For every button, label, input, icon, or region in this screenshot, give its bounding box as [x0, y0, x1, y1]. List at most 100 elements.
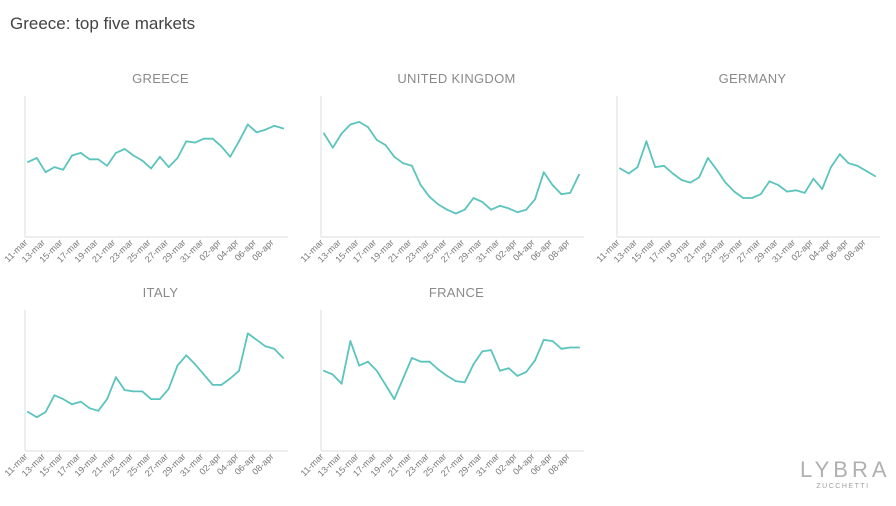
data-point [375, 139, 378, 141]
data-point [578, 173, 580, 176]
chart-svg: GERMANY11-mar13-mar15-mar17-mar19-mar21-… [595, 71, 880, 265]
series-line [27, 332, 284, 419]
data-point [751, 197, 753, 199]
data-point [159, 398, 161, 400]
data-point [419, 360, 422, 363]
data-point [194, 363, 197, 366]
data-point [176, 364, 179, 367]
data-point [44, 411, 47, 413]
data-point [115, 376, 117, 379]
data-point [654, 166, 657, 168]
data-point [534, 359, 536, 362]
data-point [123, 148, 126, 150]
data-point [53, 394, 56, 397]
data-point [167, 387, 170, 390]
data-point [402, 377, 404, 380]
chart-italy: ITALY 11-mar 13-mar 15-mar 17-mar 19-mar 21-ma… [0, 276, 300, 501]
data-point [331, 373, 334, 376]
data-point [847, 162, 850, 165]
data-point [340, 382, 343, 385]
data-point [663, 164, 665, 167]
chart-svg: GREECE11-mar13-mar15-mar17-mar19-mar21-m… [3, 71, 288, 265]
data-point [411, 164, 413, 167]
data-point [97, 409, 100, 412]
data-point [150, 398, 153, 400]
data-point [437, 203, 440, 206]
data-point [812, 177, 815, 180]
data-point [759, 193, 762, 196]
data-point [645, 140, 648, 143]
data-point [106, 398, 108, 400]
data-point [246, 332, 249, 335]
chart-united-kingdom: UNITED KINGDOM 11-mar 13-mar 15-mar 17-mar 19… [296, 62, 596, 287]
chart-svg: ITALY11-mar13-mar15-mar17-mar19-mar21-ma… [3, 285, 288, 479]
data-point [516, 375, 519, 377]
chart-svg: FRANCE11-mar13-mar15-mar17-mar19-mar21-m… [299, 285, 584, 479]
data-point [680, 179, 683, 181]
data-point [358, 121, 361, 123]
series-line [619, 140, 876, 199]
data-point [132, 154, 135, 157]
data-point [323, 132, 325, 135]
data-point [551, 184, 554, 186]
data-point [367, 360, 369, 363]
data-point [79, 152, 82, 154]
data-point [472, 363, 475, 366]
data-point [62, 398, 65, 400]
data-point [627, 172, 630, 175]
data-point [141, 159, 144, 162]
chart-svg: UNITED KINGDOM11-mar13-mar15-mar17-mar19… [299, 71, 584, 265]
data-point [238, 140, 240, 143]
data-point [203, 373, 205, 376]
data-point [830, 166, 832, 168]
data-point [428, 195, 431, 198]
data-point [419, 184, 422, 186]
data-point [463, 381, 466, 384]
data-point [97, 158, 100, 161]
data-point [255, 338, 258, 341]
data-point [273, 124, 276, 127]
data-point [463, 208, 466, 211]
data-point [542, 338, 545, 341]
data-point [273, 347, 276, 350]
data-point [176, 157, 179, 159]
chart-germany: GERMANY 11-mar 13-mar 15-mar 17-mar 19-mar 21-… [592, 62, 892, 287]
data-point [159, 155, 161, 158]
data-point [525, 208, 528, 211]
data-point [282, 357, 284, 359]
data-point [569, 346, 572, 349]
data-point [446, 208, 448, 211]
data-point [569, 192, 572, 194]
data-point [106, 164, 108, 167]
chart-title: ITALY [143, 285, 179, 300]
data-point [516, 211, 519, 214]
data-point [542, 171, 545, 174]
chart-france: FRANCE 11-mar 13-mar 15-mar 17-mar 19-mar 21-m… [296, 276, 596, 501]
series-line [323, 121, 580, 215]
data-point [742, 197, 744, 199]
data-point [865, 170, 868, 172]
data-point [393, 398, 396, 400]
data-point [534, 198, 536, 201]
data-point [671, 172, 674, 175]
data-point [331, 146, 334, 149]
data-point [560, 193, 563, 196]
data-point [619, 167, 621, 170]
data-point [323, 369, 325, 372]
data-point [507, 207, 510, 210]
data-point [768, 180, 771, 183]
data-point [123, 389, 126, 391]
data-point [874, 175, 876, 177]
data-point [349, 123, 352, 126]
data-point [821, 188, 824, 190]
data-point [698, 176, 700, 179]
data-point [472, 197, 475, 199]
data-point [393, 155, 396, 158]
data-point [384, 144, 387, 146]
data-point [349, 340, 352, 342]
data-point [27, 161, 29, 163]
data-point [499, 204, 501, 207]
data-point [340, 132, 343, 135]
data-point [264, 128, 267, 131]
series-line [323, 338, 580, 400]
